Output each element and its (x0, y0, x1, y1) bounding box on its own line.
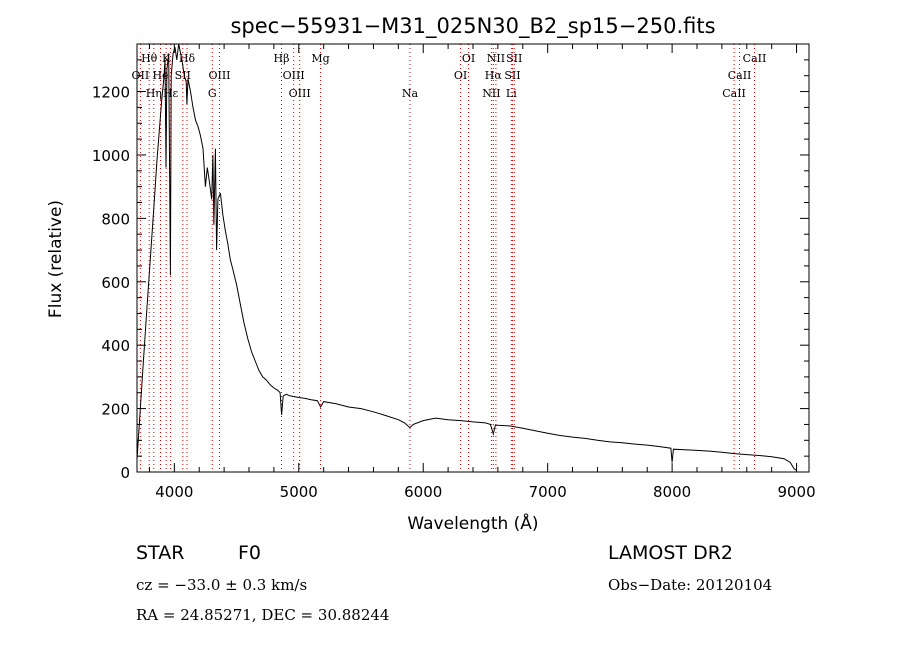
line-label: Na (402, 87, 419, 100)
y-tick-label: 1000 (92, 147, 130, 165)
line-label: CaII (728, 69, 752, 82)
y-axis-label: Flux (relative) (46, 200, 66, 318)
line-label: NII (482, 87, 500, 100)
line-label: Li (506, 87, 517, 100)
y-tick-label: 800 (101, 210, 130, 228)
object-class: STAR (136, 542, 184, 564)
line-label: Hβ (274, 52, 290, 65)
line-label: Hθ (141, 52, 158, 65)
x-tick-label: 7000 (529, 483, 567, 501)
y-tick-label: 1200 (92, 84, 130, 102)
redshift-cz: cz = −33.0 ± 0.3 km/s (136, 576, 307, 594)
line-label: K (162, 52, 171, 65)
observation-date: Obs−Date: 20120104 (608, 576, 772, 594)
line-label: SII (506, 52, 522, 65)
x-axis-label: Wavelength (Å) (407, 512, 538, 534)
plot-frame (136, 43, 810, 473)
x-tick-label: 4000 (155, 483, 193, 501)
emission-line-markers (139, 44, 755, 472)
line-label: OIII (208, 69, 230, 82)
x-axis-ticks: 4000 5000 6000 7000 8000 9000 (148, 44, 816, 501)
line-label: Mg (311, 52, 329, 65)
y-tick-label: 200 (101, 401, 130, 419)
y-axis-ticks: 0 200 400 600 800 1000 1200 (92, 59, 809, 482)
spectrum-series-line (136, 43, 797, 471)
y-tick-label: 400 (101, 337, 130, 355)
line-label: SII (504, 69, 520, 82)
line-label: CaII (743, 52, 767, 65)
x-tick-label: 9000 (777, 483, 815, 501)
line-label: OI (454, 69, 467, 82)
ra-dec-coordinates: RA = 24.85271, DEC = 30.88244 (136, 606, 389, 624)
line-label: Hα (485, 69, 503, 82)
emission-line-labels: HθOIIHηHeHεKSIIHδOIIIGHβOIIIOIIIMgNaOIOI… (132, 52, 767, 100)
line-label: NII (487, 52, 505, 65)
line-label: SII (175, 69, 191, 82)
object-subclass: F0 (238, 542, 261, 564)
line-label: OIII (283, 69, 305, 82)
x-tick-label: 5000 (280, 483, 318, 501)
x-tick-label: 6000 (404, 483, 442, 501)
line-label: CaII (722, 87, 746, 100)
line-label: OIII (289, 87, 311, 100)
y-tick-label: 600 (101, 274, 130, 292)
chart-title: spec−55931−M31_025N30_B2_sp15−250.fits (230, 14, 715, 39)
line-label: He (152, 69, 168, 82)
survey-name: LAMOST DR2 (608, 542, 733, 564)
line-label: G (208, 87, 217, 100)
y-tick-label: 0 (120, 464, 130, 482)
line-label: Hδ (179, 52, 196, 65)
line-label: OI (462, 52, 475, 65)
x-tick-label: 8000 (653, 483, 691, 501)
line-label: Hη (146, 87, 162, 100)
